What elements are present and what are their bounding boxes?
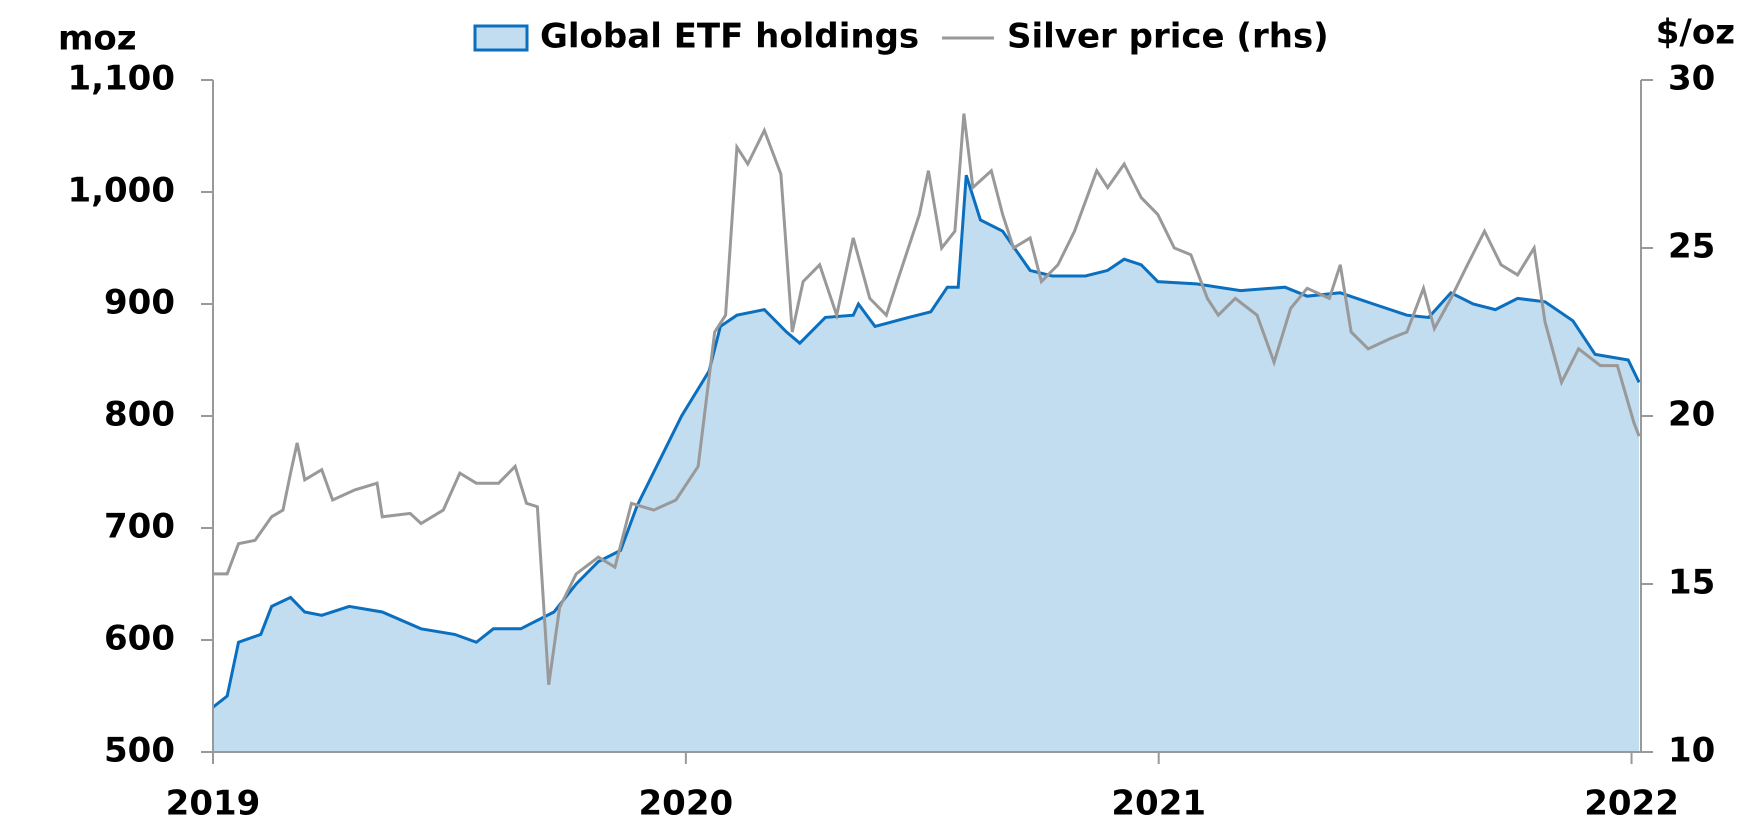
y2-tick-label: 30 (1668, 59, 1715, 99)
y-tick-label: 1,000 (67, 171, 175, 211)
y2-tick-label: 25 (1668, 227, 1715, 267)
y2-axis-label: $/oz (1656, 13, 1735, 53)
y-tick-label: 800 (104, 395, 175, 435)
y2-tick-label: 10 (1668, 731, 1715, 771)
y-tick-label: 700 (104, 507, 175, 547)
y-tick-label: 500 (104, 731, 175, 771)
line (213, 113, 1641, 686)
x-tick-label: 2021 (1111, 784, 1206, 824)
x-tick-label: 2019 (166, 784, 261, 824)
x-tick-label: 2022 (1584, 784, 1679, 824)
area-line (212, 174, 1641, 709)
legend-swatch (473, 24, 529, 52)
y-tick-label: 600 (104, 619, 175, 659)
y-tick-label: 900 (104, 283, 175, 323)
y2-tick-label: 15 (1668, 563, 1715, 603)
x-tick-label: 2020 (639, 784, 734, 824)
y2-tick-label: 20 (1668, 395, 1715, 435)
y-tick-label: 1,100 (67, 59, 175, 99)
legend-label: Silver price (rhs) (1007, 17, 1329, 57)
y-axis-label: moz (58, 19, 137, 59)
area-fill (213, 175, 1640, 752)
legend-label: Global ETF holdings (540, 17, 919, 57)
